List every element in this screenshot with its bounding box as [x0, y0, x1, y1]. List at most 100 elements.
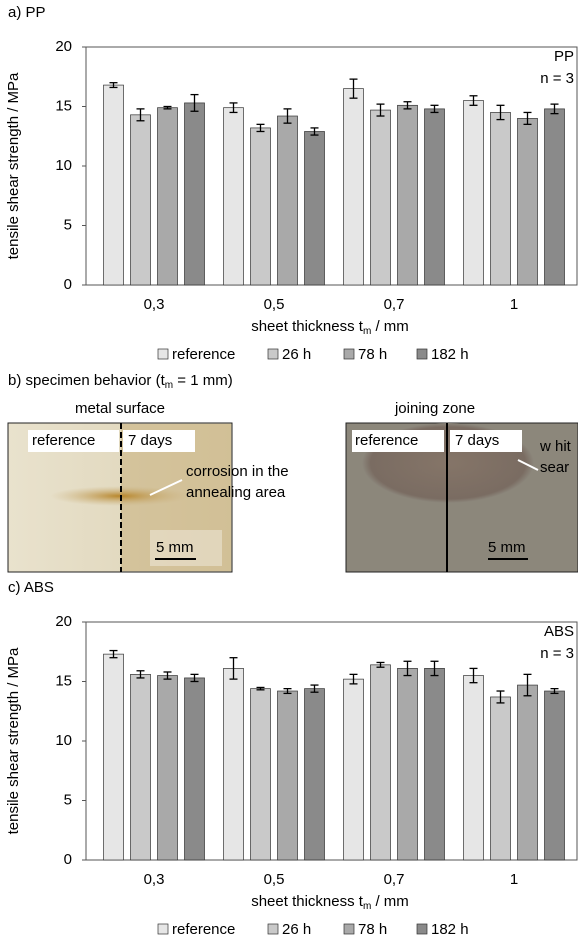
x-axis-title: sheet thickness tm / mm — [251, 893, 409, 912]
legend-swatch — [416, 348, 428, 360]
photo-caption: metal surface — [75, 400, 165, 417]
panel-label: c) ABS — [8, 579, 54, 596]
bar — [370, 109, 391, 286]
legend-swatch — [416, 923, 428, 935]
error-bar — [310, 127, 319, 136]
bar — [157, 107, 178, 286]
x-axis-title-part: / mm — [371, 318, 409, 335]
legend-label: 78 h — [358, 921, 387, 938]
error-bar — [496, 104, 505, 121]
photo-label: reference — [355, 432, 418, 449]
y-tick-label: 0 — [64, 276, 72, 293]
annotation: PP — [554, 48, 574, 65]
bar — [130, 114, 151, 286]
y-tick-label: 0 — [64, 851, 72, 868]
legend-swatch — [267, 923, 279, 935]
x-tick-label: 1 — [510, 871, 518, 888]
scale-label: 5 mm — [156, 539, 194, 556]
bar — [397, 104, 418, 286]
bar — [517, 684, 538, 861]
legend-label: 26 h — [282, 921, 311, 938]
bar — [490, 696, 511, 861]
bar — [424, 668, 445, 861]
x-tick-label: 0,7 — [384, 296, 405, 313]
error-bar — [229, 657, 238, 680]
legend-swatch — [157, 923, 169, 935]
bar — [223, 668, 244, 861]
photo-note: sear — [540, 459, 569, 476]
bar — [463, 100, 484, 286]
y-axis-title: tensile shear strength / MPa — [5, 72, 22, 259]
error-bar — [109, 82, 118, 89]
bar — [544, 690, 565, 861]
photo-label: 7 days — [455, 432, 499, 449]
y-tick-label: 20 — [55, 38, 72, 55]
photo-note: annealing area — [186, 484, 286, 501]
bar — [517, 118, 538, 286]
bar — [223, 107, 244, 286]
x-axis-title-part: m — [363, 326, 371, 337]
error-bar — [163, 105, 172, 110]
bar — [130, 674, 151, 861]
legend-label: 182 h — [431, 346, 469, 363]
x-axis-title-part: sheet thickness t — [251, 318, 364, 335]
bar — [343, 678, 364, 861]
error-bar — [256, 123, 265, 133]
scale-label: 5 mm — [488, 539, 526, 556]
x-tick-label: 0,5 — [264, 871, 285, 888]
photo-label: reference — [32, 432, 95, 449]
legend-swatch — [267, 348, 279, 360]
annotation: n = 3 — [540, 70, 574, 87]
x-axis-title-part: sheet thickness t — [251, 893, 364, 910]
legend-swatch — [343, 923, 355, 935]
bar — [157, 675, 178, 861]
legend-label: reference — [172, 921, 235, 938]
bar — [184, 102, 205, 286]
error-bar — [283, 687, 292, 695]
error-bar — [190, 673, 199, 683]
bar — [250, 688, 271, 861]
x-tick-label: 1 — [510, 296, 518, 313]
legend-label: 182 h — [431, 921, 469, 938]
bar — [370, 664, 391, 861]
y-tick-label: 10 — [55, 732, 72, 749]
error-bar — [109, 649, 118, 659]
bar — [184, 677, 205, 861]
error-bar — [496, 690, 505, 704]
error-bar — [469, 95, 478, 106]
error-bar — [190, 93, 199, 112]
error-bar — [430, 660, 439, 677]
x-axis-title-part: m — [363, 901, 371, 912]
photo: reference 7 days corrosion in the anneal… — [7, 422, 289, 573]
bar — [544, 108, 565, 286]
bar — [304, 131, 325, 286]
error-bar — [163, 671, 172, 680]
legend-label: 26 h — [282, 346, 311, 363]
error-bar — [523, 111, 532, 125]
error-bar — [349, 78, 358, 99]
legend-label: 78 h — [358, 346, 387, 363]
error-bar — [376, 103, 385, 117]
error-bar — [403, 660, 412, 677]
bar — [277, 115, 298, 286]
photo-note: corrosion in the — [186, 463, 289, 480]
bar — [250, 127, 271, 286]
x-tick-label: 0,3 — [144, 296, 165, 313]
error-bar — [349, 673, 358, 685]
error-bar — [256, 686, 265, 691]
x-axis-title: sheet thickness tm / mm — [251, 318, 409, 337]
panel-b-title: b) specimen behavior (tm = 1 mm) — [8, 372, 233, 391]
bar — [103, 84, 124, 286]
x-tick-label: 0,7 — [384, 871, 405, 888]
error-bar — [136, 670, 145, 679]
photo-caption: joining zone — [394, 400, 475, 417]
legend-swatch — [157, 348, 169, 360]
bar — [277, 690, 298, 861]
legend-swatch — [343, 348, 355, 360]
y-tick-label: 20 — [55, 613, 72, 630]
error-bar — [430, 104, 439, 114]
x-tick-label: 0,5 — [264, 296, 285, 313]
annotation: ABS — [544, 623, 574, 640]
error-bar — [550, 103, 559, 115]
